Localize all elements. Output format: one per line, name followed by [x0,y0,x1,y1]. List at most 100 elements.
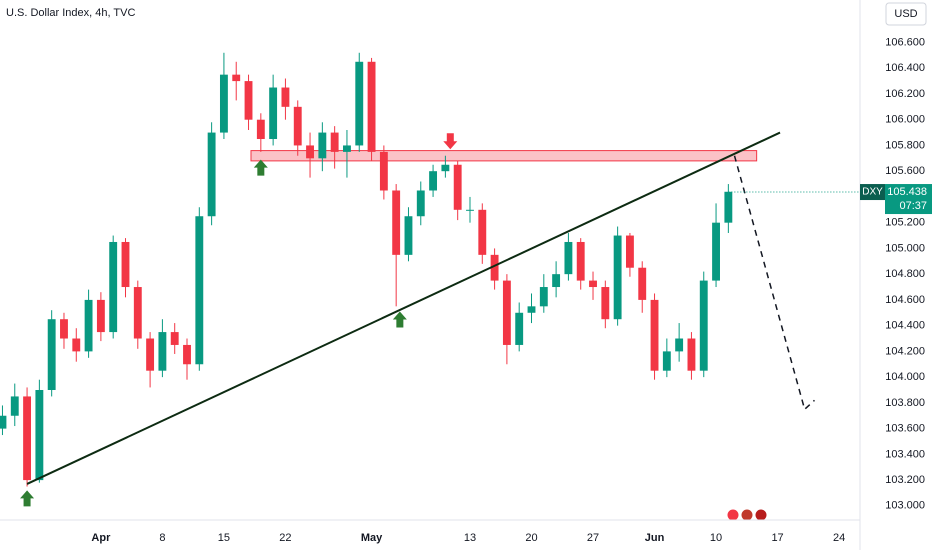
y-tick-label: 105.000 [885,242,925,254]
candle-body [576,241,585,281]
y-tick-label: 105.200 [885,217,925,229]
candle-body [429,171,438,191]
candle-body [478,209,487,255]
candle-body [10,396,19,416]
candle-body [416,190,425,217]
countdown-label: 07:37 [899,200,927,212]
x-tick-label: 13 [464,532,476,544]
x-tick-label: 24 [833,532,845,544]
candle-body [244,81,253,120]
candle-body [256,119,265,140]
x-tick-label: 20 [525,532,537,544]
candle-body [293,106,302,146]
event-icons [726,508,768,522]
candle-body [466,209,474,211]
y-tick-label: 106.400 [885,62,925,74]
y-tick-label: 103.200 [885,474,925,486]
candle-body [109,241,118,333]
candle-body [318,132,327,159]
candle-body [133,287,142,339]
x-tick-label: Jun [645,532,665,544]
candle-body [355,61,364,146]
candle-body [613,235,622,320]
candle-body [306,145,314,159]
candle-body [650,299,659,371]
candle-body [712,222,720,281]
candle-body [552,274,561,288]
candle-body [662,351,671,371]
candle-body [195,216,204,365]
candle-body [158,332,167,371]
y-tick-label: 103.400 [885,448,925,460]
candle-body [207,132,216,217]
candle-body [589,280,597,288]
event-icon[interactable] [726,508,740,522]
candle-body [232,74,241,82]
y-tick-label: 106.600 [885,36,925,48]
candle-body [183,344,191,365]
x-tick-label: 10 [710,532,722,544]
event-icon[interactable] [740,508,754,522]
x-tick-label: 17 [771,532,783,544]
candle-body [515,312,524,345]
y-tick-label: 103.000 [885,500,925,512]
candle-body [527,306,536,313]
trendline [26,131,781,485]
candle-body [638,267,647,300]
candle-body [453,164,462,210]
arrow-marker [20,490,35,507]
y-tick-label: 104.400 [885,320,925,332]
candle-body [699,280,708,371]
x-tick-label: 22 [279,532,291,544]
candle-body [281,87,290,107]
candle-body [564,241,573,275]
candle-body [170,332,179,345]
currency-button[interactable] [885,2,927,26]
x-tick-label: Apr [91,532,111,544]
candle-body [35,390,44,481]
symbol-box [860,184,885,201]
candle-body [539,287,548,307]
y-tick-label: 104.600 [885,294,925,306]
x-tick-label: 8 [159,532,165,544]
candle-body [490,254,499,281]
event-icon[interactable] [754,508,768,522]
arrow-marker [253,159,268,176]
candle-body [47,319,56,390]
candle-body [625,235,634,268]
x-tick-label: May [361,532,383,544]
x-tick-label: 27 [587,532,599,544]
candle-body [60,319,68,339]
candle-body [343,145,351,152]
candle-body [441,164,450,172]
y-tick-label: 103.800 [885,397,925,409]
y-tick-label: 105.600 [885,165,925,177]
candle-body [146,338,155,371]
arrow-marker [443,133,458,150]
candle-body [84,299,93,352]
candle-body [330,132,339,152]
y-tick-label: 103.600 [885,423,925,435]
candle-body [675,338,684,352]
candle-body [0,415,7,429]
y-tick-label: 106.200 [885,88,925,100]
candles [0,52,733,487]
candle-body [392,190,401,255]
y-tick-label: 104.200 [885,345,925,357]
candle-body [219,74,228,133]
candle-body [96,299,105,333]
y-tick-label: 104.000 [885,371,925,383]
candle-body [367,61,376,152]
candle-body [72,338,81,352]
arrow-marker [392,311,407,328]
candle-body [404,216,413,255]
candle-body [379,151,388,191]
candle-body [601,287,610,320]
y-tick-label: 105.800 [885,139,925,151]
y-tick-label: 104.800 [885,268,925,280]
y-tick-label: 106.000 [885,114,925,126]
candle-body [502,280,511,345]
